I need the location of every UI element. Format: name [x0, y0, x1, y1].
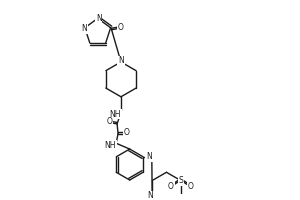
Text: N: N [147, 191, 153, 200]
Text: N: N [118, 56, 124, 65]
Text: N: N [81, 24, 87, 33]
Text: S: S [178, 176, 183, 185]
Text: O: O [188, 182, 193, 191]
Text: O: O [106, 117, 112, 126]
Text: NH: NH [110, 110, 121, 119]
Text: N: N [146, 152, 152, 161]
Text: O: O [168, 182, 174, 191]
Text: O: O [124, 128, 130, 137]
Text: O: O [117, 23, 123, 32]
Text: NH: NH [105, 141, 116, 150]
Text: N: N [96, 14, 102, 23]
